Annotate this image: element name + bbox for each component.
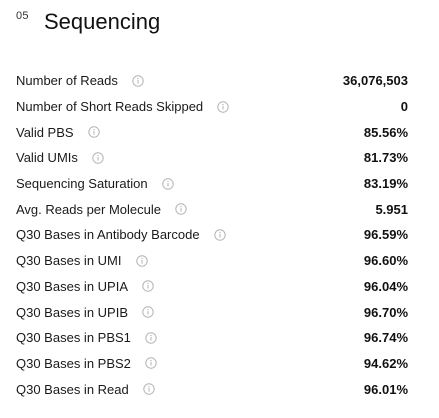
metric-label: Q30 Bases in PBS2 xyxy=(16,355,131,371)
metric-label: Number of Reads xyxy=(16,73,118,89)
metric-row-q30-read: Q30 Bases in Read 96.01% xyxy=(16,376,408,402)
metric-value: 36,076,503 xyxy=(342,73,408,89)
metric-label: Q30 Bases in UPIB xyxy=(16,304,128,320)
metric-label-wrap: Sequencing Saturation xyxy=(16,176,174,191)
metric-row-q30-antibody-barcode: Q30 Bases in Antibody Barcode 96.59% xyxy=(16,222,408,248)
metric-row-q30-upib: Q30 Bases in UPIB 96.70% xyxy=(16,299,408,325)
metric-label-wrap: Valid UMIs xyxy=(16,150,104,165)
metric-row-short-reads-skipped: Number of Short Reads Skipped 0 xyxy=(16,94,408,120)
metric-label: Q30 Bases in Read xyxy=(16,381,129,397)
metric-value: 0 xyxy=(400,99,408,115)
metric-row-avg-reads-per-molecule: Avg. Reads per Molecule 5.951 xyxy=(16,196,408,222)
metric-value: 5.951 xyxy=(375,201,408,217)
metric-row-q30-pbs1: Q30 Bases in PBS1 96.74% xyxy=(16,325,408,351)
metric-label-wrap: Q30 Bases in PBS1 xyxy=(16,330,157,345)
metric-label: Q30 Bases in UMI xyxy=(16,253,122,269)
info-icon[interactable] xyxy=(87,126,100,138)
metric-label-wrap: Avg. Reads per Molecule xyxy=(16,202,187,217)
metric-label-wrap: Q30 Bases in PBS2 xyxy=(16,356,157,371)
metric-label-wrap: Q30 Bases in Antibody Barcode xyxy=(16,227,226,242)
metric-label: Sequencing Saturation xyxy=(16,176,148,192)
metric-row-sequencing-saturation: Sequencing Saturation 83.19% xyxy=(16,171,408,197)
metric-label-wrap: Number of Reads xyxy=(16,73,144,88)
metric-value: 85.56% xyxy=(363,124,408,140)
info-icon[interactable] xyxy=(142,280,154,293)
metric-label: Q30 Bases in Antibody Barcode xyxy=(16,227,200,243)
metric-row-q30-pbs2: Q30 Bases in PBS2 94.62% xyxy=(16,351,408,377)
metric-value: 83.19% xyxy=(363,176,408,192)
info-icon[interactable] xyxy=(145,357,157,370)
metric-label-wrap: Q30 Bases in UPIB xyxy=(16,305,154,320)
metric-label-wrap: Q30 Bases in Read xyxy=(16,382,155,397)
info-icon[interactable] xyxy=(142,306,154,318)
info-icon[interactable] xyxy=(92,152,104,164)
metric-row-number-of-reads: Number of Reads 36,076,503 xyxy=(16,68,408,94)
metric-row-q30-upia: Q30 Bases in UPIA 96.04% xyxy=(16,274,408,300)
section-title: Sequencing xyxy=(44,9,161,34)
info-icon[interactable] xyxy=(132,75,144,87)
metric-value: 96.70% xyxy=(363,304,408,320)
metric-label: Valid PBS xyxy=(16,124,74,140)
info-icon[interactable] xyxy=(145,332,157,344)
metric-label-wrap: Q30 Bases in UMI xyxy=(16,253,148,268)
section-number: 05 xyxy=(16,10,29,22)
info-icon[interactable] xyxy=(135,254,148,267)
metric-label-wrap: Q30 Bases in UPIA xyxy=(16,279,154,294)
metric-label: Number of Short Reads Skipped xyxy=(16,99,204,115)
metric-value: 94.62% xyxy=(363,355,408,371)
metric-label-wrap: Valid PBS xyxy=(16,125,100,140)
metric-label: Avg. Reads per Molecule xyxy=(16,201,162,217)
metric-value: 96.01% xyxy=(363,381,408,397)
metric-value: 96.59% xyxy=(363,227,408,243)
metric-label: Q30 Bases in UPIA xyxy=(16,278,128,294)
metric-value: 96.60% xyxy=(363,253,408,269)
metrics-list: Number of Reads 36,076,503 Number of Sho… xyxy=(16,68,408,402)
metric-value: 81.73% xyxy=(363,150,408,166)
metric-row-valid-umis: Valid UMIs 81.73% xyxy=(16,145,408,171)
metric-label: Valid UMIs xyxy=(16,150,78,166)
info-icon[interactable] xyxy=(175,203,187,215)
info-icon[interactable] xyxy=(143,383,155,395)
info-icon[interactable] xyxy=(213,229,226,241)
metric-row-valid-pbs: Valid PBS 85.56% xyxy=(16,119,408,145)
metric-value: 96.04% xyxy=(363,278,408,294)
metric-row-q30-umi: Q30 Bases in UMI 96.60% xyxy=(16,248,408,274)
metric-label: Q30 Bases in PBS1 xyxy=(16,330,131,346)
metric-value: 96.74% xyxy=(363,330,408,346)
info-icon[interactable] xyxy=(161,177,174,190)
info-icon[interactable] xyxy=(217,100,229,113)
metric-label-wrap: Number of Short Reads Skipped xyxy=(16,99,229,114)
